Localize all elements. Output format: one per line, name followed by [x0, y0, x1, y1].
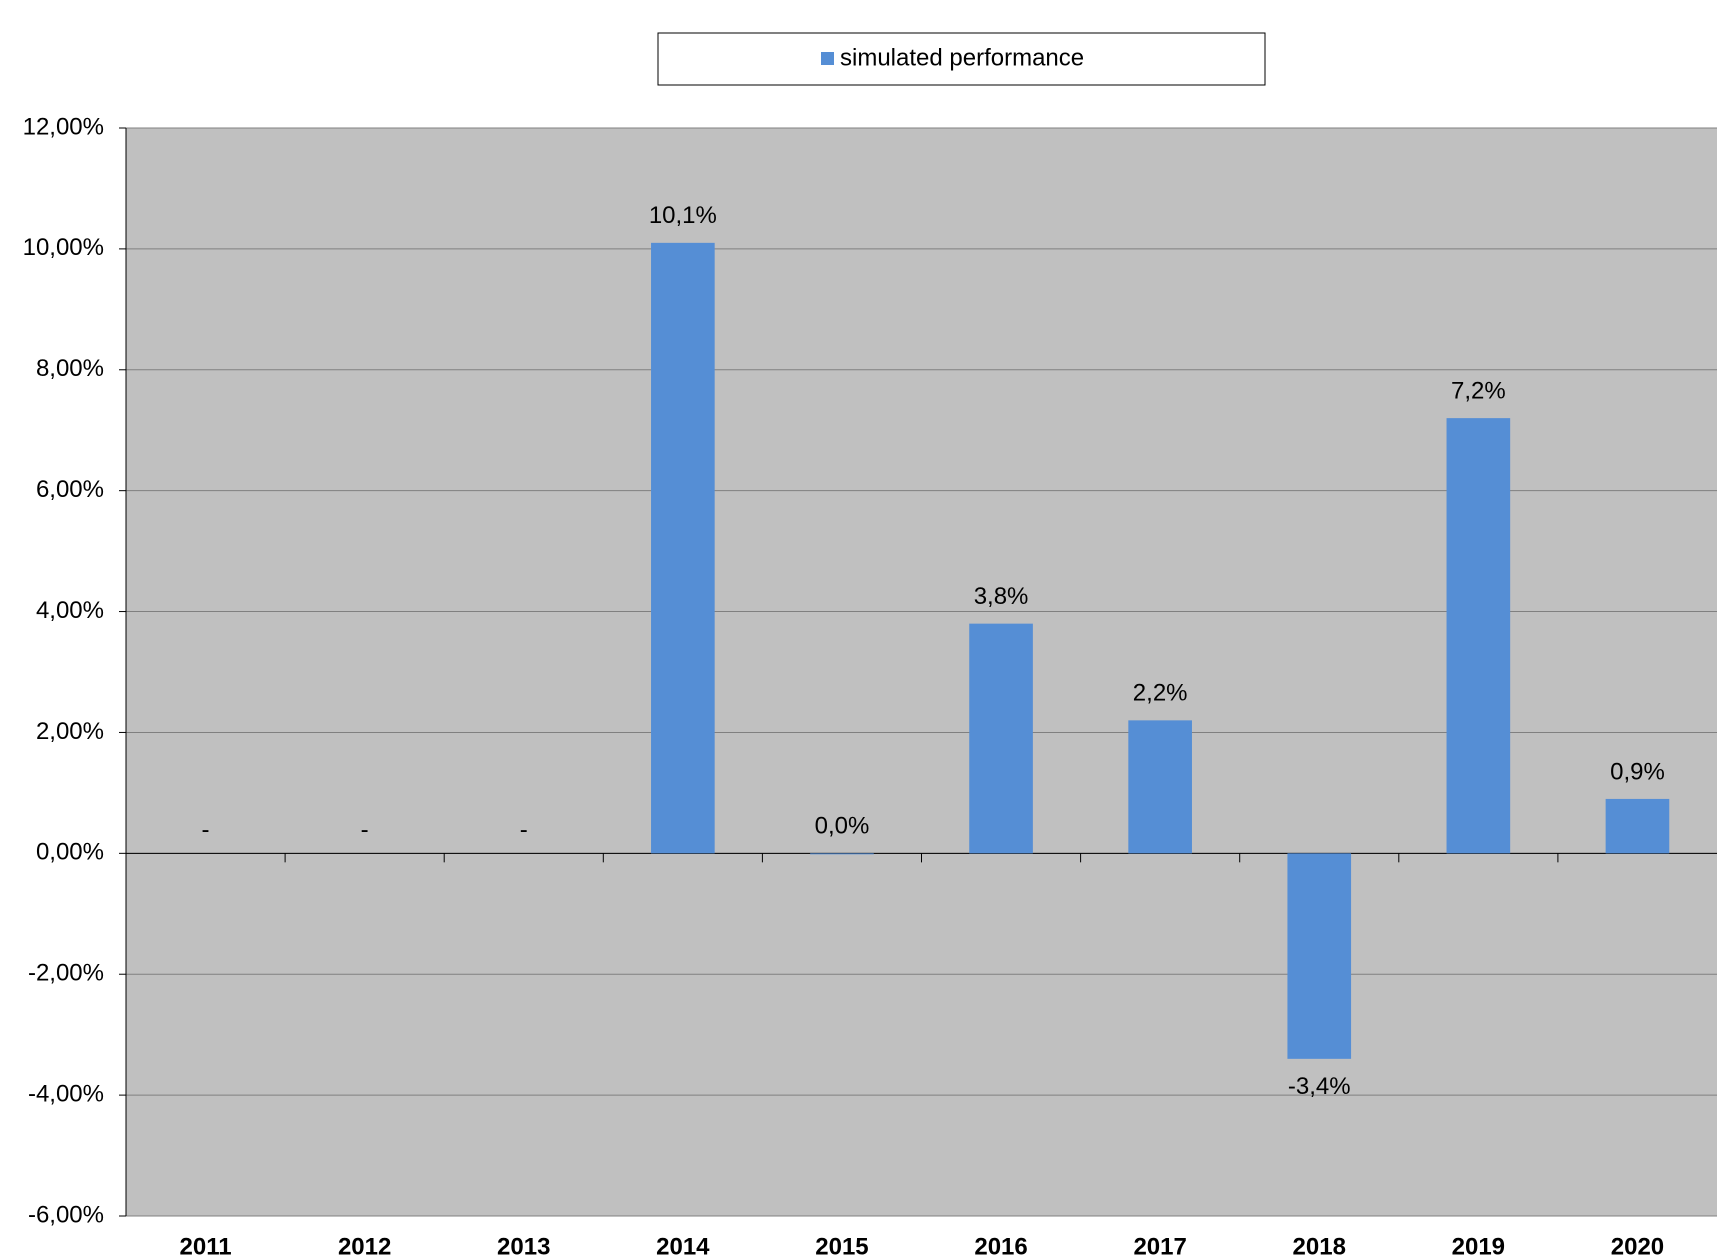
bar: [1605, 798, 1670, 854]
value-label: 7,2%: [1451, 377, 1506, 404]
y-tick-label: 0,00%: [36, 839, 104, 866]
x-tick-label: 2011: [180, 1233, 232, 1259]
y-tick-label: -4,00%: [28, 1080, 104, 1107]
y-tick-label: 2,00%: [36, 718, 104, 745]
x-tick-label: 2015: [815, 1233, 868, 1259]
value-label: 0,9%: [1610, 758, 1665, 785]
x-tick-label: 2014: [656, 1233, 710, 1259]
x-tick-label: 2016: [974, 1233, 1027, 1259]
value-label: 0,0%: [815, 813, 870, 840]
value-label: 10,1%: [649, 202, 717, 229]
bar: [651, 242, 715, 854]
bar: [810, 853, 874, 855]
x-tick-label: 2018: [1293, 1233, 1346, 1259]
legend-label: simulated performance: [840, 44, 1084, 71]
bar: [1128, 720, 1192, 854]
legend-swatch: [821, 52, 834, 65]
y-tick-label: 12,00%: [23, 113, 104, 140]
y-tick-label: -6,00%: [28, 1201, 104, 1228]
value-label: -: [520, 817, 528, 844]
bar: [969, 623, 1033, 854]
value-label: -3,4%: [1288, 1073, 1351, 1100]
y-tick-label: 8,00%: [36, 355, 104, 382]
value-label: 2,2%: [1133, 680, 1188, 707]
x-tick-label: 2012: [338, 1233, 391, 1259]
y-tick-label: 6,00%: [36, 476, 104, 503]
x-tick-label: 2017: [1133, 1233, 1186, 1259]
y-tick-label: -2,00%: [28, 960, 104, 987]
x-tick-label: 2020: [1611, 1233, 1664, 1259]
bar: [1287, 853, 1352, 1059]
value-label: -: [202, 817, 210, 844]
x-tick-label: 2013: [497, 1233, 550, 1259]
value-label: 3,8%: [974, 583, 1029, 610]
x-tick-label: 2019: [1452, 1233, 1505, 1259]
legend-box: [657, 32, 1266, 86]
y-tick-label: 4,00%: [36, 597, 104, 624]
y-tick-label: 10,00%: [23, 234, 104, 261]
value-label: -: [361, 817, 369, 844]
bar: [1446, 418, 1511, 854]
